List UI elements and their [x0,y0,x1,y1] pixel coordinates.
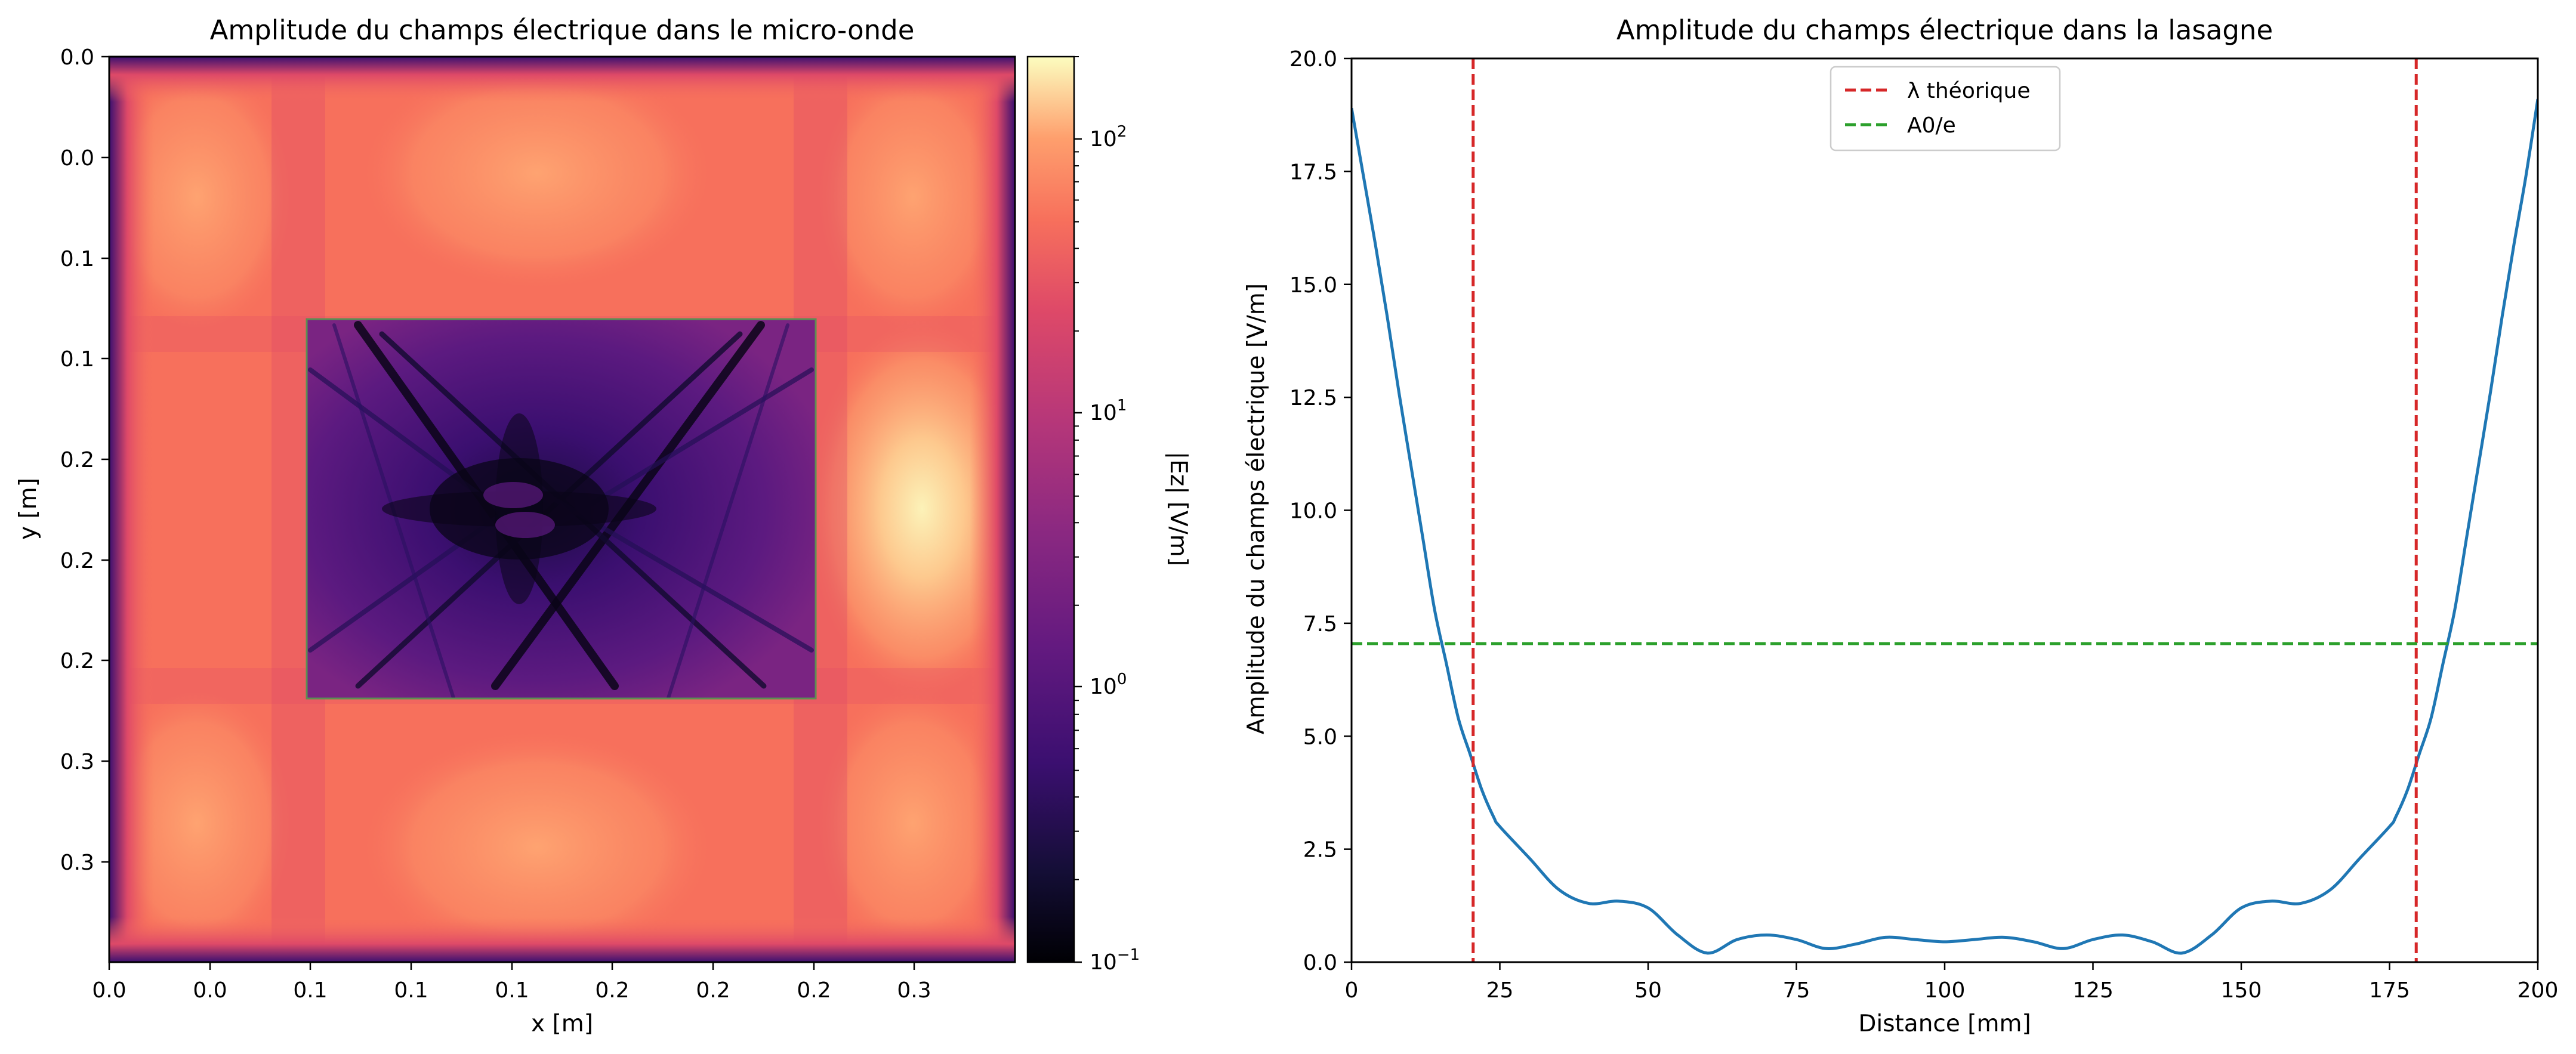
x-tick-label: 25 [1486,978,1514,1003]
colorbar-minor-ticks [1074,56,1079,880]
heatmap-y-axis: 0.0 0.0 0.1 0.1 0.2 0.2 0.2 0.3 0.3 [60,45,109,875]
x-tick-label: 0 [1345,978,1359,1003]
lasagne-region [306,318,817,700]
line-y-axis: 0.0 2.5 5.0 7.5 10.0 12.5 15.0 17.5 20.0 [1289,47,1352,975]
heatmap-y-label: y [m] [15,478,42,540]
y-tick-label: 0.2 [60,549,94,573]
lasagne-outline [306,318,817,700]
legend-label-a0e: A0/e [1907,113,1956,138]
y-tick-label: 0.3 [60,750,94,774]
x-tick-label: 0.0 [193,978,227,1003]
series-line [1352,98,2538,955]
x-tick-label: 0.1 [495,978,529,1003]
node-cluster [483,482,543,508]
colorbar: 10−1 100 101 102 |Ez| [V/m] [1026,55,1192,975]
colorbar-gradient [1026,55,1075,963]
x-tick-label: 0.2 [595,978,629,1003]
interference-line [667,323,789,698]
y-tick-label: 2.5 [1303,838,1337,863]
colorbar-major-ticks: 10−1 100 101 102 [1074,123,1140,975]
y-tick-label: 0.2 [60,649,94,673]
y-tick-label: 0.0 [60,45,94,70]
x-tick-label: 200 [2518,978,2559,1003]
y-tick-label: 17.5 [1289,160,1337,184]
y-tick-label: 20.0 [1289,47,1337,72]
y-tick-label: 5.0 [1303,725,1337,749]
x-tick-label: 0.0 [92,978,126,1003]
node-cluster [495,512,555,538]
line-panel: Amplitude du champs électrique dans la l… [1243,14,2558,1037]
line-x-axis: 0 25 50 75 100 125 150 175 200 [1345,962,2559,1003]
y-tick-label: 0.0 [1303,951,1337,975]
node-cluster [495,413,543,604]
heatmap-image [109,57,1015,962]
y-tick-label: 7.5 [1303,612,1337,636]
colorbar-tick-label: 10−1 [1090,946,1140,975]
x-tick-label: 75 [1783,978,1810,1003]
y-tick-label: 0.1 [60,347,94,372]
legend-label-theoretical-wavelength: λ théorique [1907,79,2030,103]
colorbar-tick-label: 101 [1090,397,1127,425]
colorbar-label: |Ez| [V/m] [1165,452,1192,566]
legend: λ théorique A0/e [1830,66,2061,152]
y-tick-label: 10.0 [1289,499,1337,524]
x-tick-label: 150 [2221,978,2262,1003]
y-tick-label: 12.5 [1289,386,1337,410]
x-tick-label: 50 [1634,978,1662,1003]
x-tick-label: 0.2 [797,978,831,1003]
line-x-label: Distance [mm] [1858,1010,2031,1037]
heatmap-title: Amplitude du champs électrique dans le m… [210,14,915,46]
y-tick-label: 0.1 [60,247,94,271]
heatmap-x-axis: 0.0 0.0 0.1 0.1 0.1 0.2 0.2 0.2 0.3 [92,962,931,1003]
y-tick-label: 0.2 [60,448,94,472]
line-frame [1350,57,2539,963]
x-tick-label: 0.3 [897,978,931,1003]
heatmap-panel: Amplitude du champs électrique dans le m… [15,14,1192,1037]
colorbar-tick-label: 100 [1090,670,1127,699]
line-marks [1352,58,2538,962]
line-title: Amplitude du champs électrique dans la l… [1616,14,2273,46]
x-tick-label: 100 [1924,978,1966,1003]
x-tick-label: 125 [2072,978,2114,1003]
x-tick-label: 0.1 [394,978,428,1003]
line-y-label: Amplitude du champs électrique [V/m] [1243,283,1270,734]
heatmap-frame [108,55,1016,963]
legend-box [1830,66,2061,152]
colorbar-tick-label: 102 [1090,123,1127,152]
y-tick-label: 0.0 [60,146,94,171]
y-tick-label: 15.0 [1289,273,1337,298]
y-tick-label: 0.3 [60,851,94,875]
x-tick-label: 175 [2369,978,2410,1003]
x-tick-label: 0.2 [696,978,730,1003]
heatmap-x-label: x [m] [531,1010,593,1037]
x-tick-label: 0.1 [293,978,327,1003]
